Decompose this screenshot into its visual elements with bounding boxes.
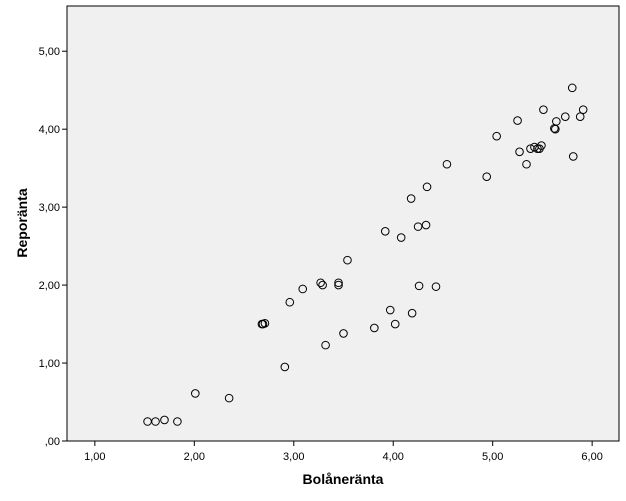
data-point	[515, 147, 524, 157]
data-point	[407, 308, 417, 318]
data-point	[578, 105, 588, 114]
data-point	[526, 144, 535, 153]
data-point	[414, 281, 424, 291]
data-point	[321, 340, 330, 350]
data-points	[143, 83, 588, 426]
x-axis-title: Bolåneränta	[303, 471, 384, 487]
x-tick-label: 2,00	[184, 451, 205, 463]
data-point	[160, 415, 169, 425]
data-point	[370, 323, 379, 333]
data-point	[513, 116, 522, 125]
x-tick-label: 6,00	[581, 451, 602, 463]
x-tick-label: 5,00	[482, 451, 503, 463]
x-tick-label: 1,00	[84, 451, 105, 463]
data-point	[318, 280, 327, 290]
data-point	[191, 389, 200, 398]
data-point	[406, 194, 416, 203]
data-point	[334, 280, 343, 290]
data-point	[151, 417, 160, 426]
data-point	[492, 131, 501, 141]
y-tick-label: 5,00	[39, 46, 60, 58]
data-point	[385, 305, 395, 315]
x-tick-label: 3,00	[283, 451, 304, 463]
data-point	[422, 182, 432, 192]
data-point	[224, 393, 234, 403]
data-point	[575, 112, 585, 121]
data-point	[560, 112, 570, 121]
data-point	[390, 319, 400, 329]
axis-ticks: 1,00 2,00 3,00 4,00 5,00 6,00 ,00 1,00 2,00 3,00 4…	[39, 46, 603, 463]
data-point	[552, 117, 561, 126]
data-point	[522, 159, 531, 169]
data-point	[380, 226, 390, 236]
data-point	[316, 278, 325, 288]
data-point	[298, 284, 308, 294]
y-tick-label: 3,00	[39, 202, 60, 214]
data-point	[173, 417, 182, 426]
y-tick-label: 2,00	[39, 280, 60, 292]
data-point	[280, 362, 290, 372]
data-point	[482, 172, 492, 182]
data-point	[260, 318, 270, 328]
y-axis-title: Reporänta	[14, 188, 30, 257]
data-point	[568, 152, 578, 161]
data-point	[539, 105, 548, 114]
data-point	[537, 141, 546, 150]
data-point	[413, 222, 423, 231]
data-point	[339, 329, 348, 338]
data-point	[567, 83, 577, 93]
data-point	[396, 233, 406, 242]
data-point	[442, 159, 452, 169]
data-point	[421, 220, 431, 230]
data-point	[431, 282, 441, 291]
plot-area	[66, 5, 620, 442]
data-point	[343, 255, 352, 265]
y-tick-label: 4,00	[39, 124, 60, 136]
y-tick-label: ,00	[45, 436, 60, 448]
x-tick-label: 4,00	[383, 451, 404, 463]
y-tick-label: 1,00	[39, 358, 60, 370]
data-point	[285, 297, 295, 307]
data-point	[334, 278, 343, 288]
